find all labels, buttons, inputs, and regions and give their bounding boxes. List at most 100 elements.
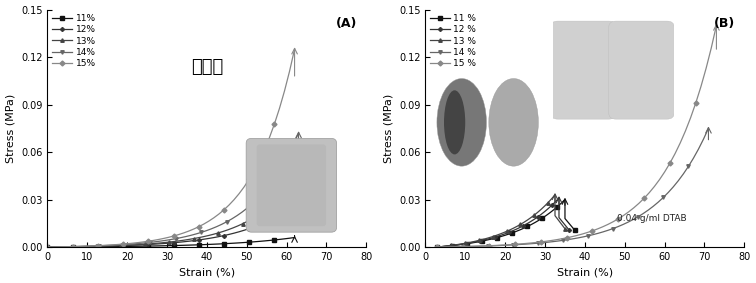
14%	[141, 241, 150, 245]
11%	[230, 241, 239, 245]
11 %	[474, 240, 483, 243]
14%	[212, 225, 221, 228]
11 %	[527, 223, 536, 226]
15%	[245, 177, 254, 181]
12%	[189, 239, 198, 242]
12 %	[472, 240, 482, 243]
12%	[230, 231, 239, 235]
14%	[222, 220, 231, 223]
12%	[94, 245, 103, 248]
15%	[154, 238, 163, 241]
14%	[115, 243, 124, 246]
13%	[243, 220, 252, 223]
13%	[73, 245, 82, 248]
15%	[255, 159, 264, 163]
11%	[245, 241, 254, 244]
12%	[63, 245, 72, 248]
11%	[129, 245, 138, 248]
13 %	[513, 225, 522, 228]
15%	[124, 242, 133, 245]
11 %	[433, 245, 442, 249]
15%	[129, 241, 138, 245]
13 %	[519, 221, 528, 224]
11 %	[451, 243, 460, 247]
12%	[249, 225, 259, 228]
12%	[225, 233, 234, 236]
Line: 12%: 12%	[45, 203, 296, 249]
15%	[159, 237, 168, 240]
11%	[169, 244, 178, 247]
15%	[164, 236, 173, 239]
12%	[204, 237, 213, 240]
12%	[265, 218, 274, 222]
13%	[111, 244, 120, 247]
14 %	[699, 138, 708, 141]
15%	[73, 245, 82, 248]
11 %	[504, 232, 513, 236]
11 %	[553, 205, 562, 208]
13 %	[478, 238, 487, 241]
13 %	[533, 211, 542, 214]
14%	[89, 244, 98, 248]
11 %	[489, 237, 498, 240]
15%	[215, 212, 224, 216]
14%	[73, 245, 82, 248]
Y-axis label: Stress (MPa): Stress (MPa)	[383, 94, 394, 163]
13 %	[450, 243, 459, 247]
12 %	[565, 228, 574, 231]
11 %	[556, 201, 565, 205]
Text: 浸泡前: 浸泡前	[191, 57, 223, 76]
12%	[215, 235, 224, 238]
12%	[109, 244, 118, 248]
15%	[184, 230, 194, 233]
12 %	[551, 200, 560, 203]
13 %	[509, 226, 518, 230]
14%	[58, 245, 67, 248]
12%	[234, 230, 243, 233]
12 %	[479, 238, 488, 242]
15%	[285, 70, 294, 73]
13 %	[482, 237, 491, 240]
13%	[214, 231, 223, 235]
14 %	[433, 245, 442, 249]
11%	[63, 245, 72, 249]
12 %	[483, 237, 492, 241]
13%	[228, 226, 237, 230]
12%	[174, 241, 183, 244]
13 %	[495, 232, 504, 236]
15%	[275, 107, 284, 110]
15%	[113, 243, 122, 246]
13%	[87, 245, 96, 248]
12%	[184, 239, 194, 243]
11 %	[437, 245, 446, 248]
15%	[209, 216, 218, 219]
12 %	[500, 232, 510, 235]
14%	[104, 244, 113, 247]
Text: (B): (B)	[714, 17, 735, 30]
14%	[69, 245, 78, 248]
13 %	[457, 242, 466, 246]
13%	[175, 239, 184, 243]
12 %	[515, 226, 524, 229]
13%	[48, 245, 57, 249]
12%	[164, 241, 173, 245]
15 %	[433, 245, 442, 249]
15%	[94, 244, 103, 247]
11%	[234, 241, 243, 245]
15%	[58, 245, 67, 248]
15%	[144, 239, 153, 243]
14%	[237, 210, 246, 214]
11%	[280, 237, 289, 241]
11 %	[531, 221, 540, 224]
11 %	[570, 229, 579, 232]
12%	[194, 238, 203, 242]
14%	[43, 245, 52, 249]
11%	[58, 245, 67, 249]
15%	[189, 227, 198, 231]
12%	[104, 244, 113, 248]
15 %	[485, 244, 494, 247]
11%	[144, 245, 153, 248]
14%	[228, 217, 237, 220]
Text: (A): (A)	[336, 17, 357, 30]
12%	[98, 245, 107, 248]
